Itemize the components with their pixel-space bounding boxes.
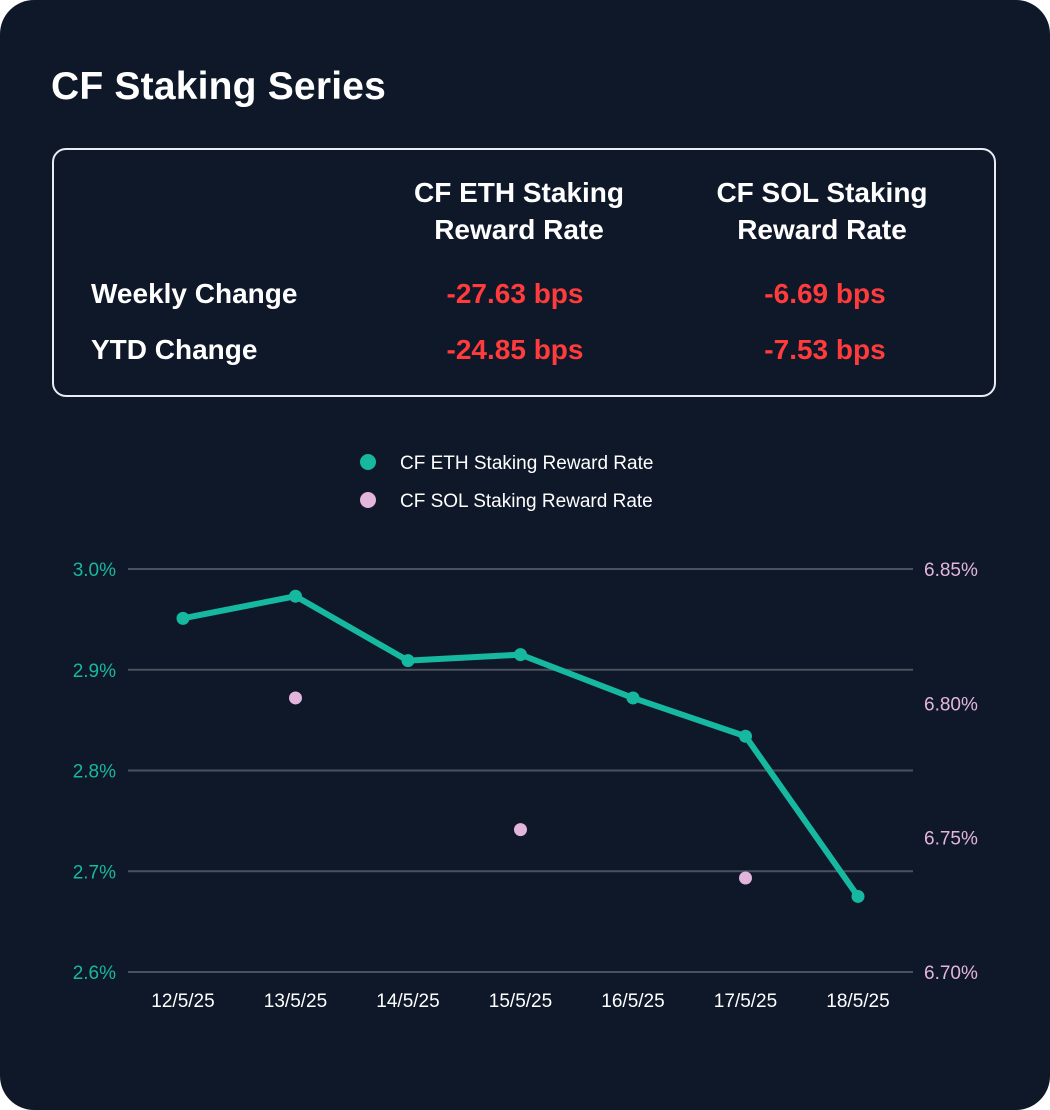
ytd-change-sol: -7.53 bps xyxy=(764,334,886,365)
eth-data-point xyxy=(851,889,865,903)
legend-label-eth: CF ETH Staking Reward Rate xyxy=(400,453,653,474)
x-axis-tick-label: 15/5/25 xyxy=(489,991,552,1012)
column-header-eth-line2: Reward Rate xyxy=(434,214,604,245)
weekly-change-eth: -27.63 bps xyxy=(446,278,584,309)
sol-data-point xyxy=(514,823,527,837)
eth-data-point xyxy=(514,648,527,662)
legend-label-sol: CF SOL Staking Reward Rate xyxy=(400,491,653,512)
right-axis-tick-label: 6.80% xyxy=(924,694,978,715)
column-header-sol-line2: Reward Rate xyxy=(737,214,907,245)
x-axis-tick-label: 12/5/25 xyxy=(151,991,214,1012)
x-axis-tick-label: 18/5/25 xyxy=(826,991,889,1012)
sol-data-point xyxy=(739,871,752,885)
eth-data-point xyxy=(626,691,640,705)
staking-line-chart: 3.0% 2.9% 2.8% 2.7% 2.6% 6.85% 6.80% 6.75% 6.70%… xyxy=(73,453,978,1012)
page-title: CF Staking Series xyxy=(51,65,387,108)
left-axis-tick-label: 3.0% xyxy=(73,560,116,581)
column-header-sol-line1: CF SOL Staking xyxy=(716,177,928,208)
legend-marker-eth xyxy=(360,454,376,470)
column-header-eth-line1: CF ETH Staking xyxy=(413,177,624,208)
x-axis-tick-label: 13/5/25 xyxy=(264,991,327,1012)
ytd-change-eth: -24.85 bps xyxy=(446,334,584,365)
x-axis-tick-label: 14/5/25 xyxy=(376,991,439,1012)
eth-data-point xyxy=(289,589,302,603)
row-label-weekly: Weekly Change xyxy=(91,278,298,309)
right-axis-tick-label: 6.85% xyxy=(924,560,978,581)
left-axis-tick-label: 2.7% xyxy=(73,862,116,883)
row-label-ytd: YTD Change xyxy=(91,334,258,365)
right-axis-tick-label: 6.75% xyxy=(924,829,978,850)
eth-data-point xyxy=(401,654,415,668)
sol-data-point xyxy=(289,691,302,705)
legend-marker-sol xyxy=(360,492,376,508)
x-axis-tick-label: 17/5/25 xyxy=(714,991,777,1012)
right-axis-tick-label: 6.70% xyxy=(924,963,978,984)
eth-data-point xyxy=(739,729,752,743)
eth-data-point xyxy=(176,611,190,625)
eth-series-line xyxy=(180,593,861,900)
summary-table: CF ETH Staking Reward Rate CF SOL Stakin… xyxy=(52,148,996,397)
column-header-eth: CF ETH Staking Reward Rate xyxy=(369,174,669,248)
left-axis-tick-label: 2.8% xyxy=(73,762,116,783)
left-axis-tick-label: 2.6% xyxy=(73,963,116,984)
column-header-sol: CF SOL Staking Reward Rate xyxy=(672,174,972,248)
weekly-change-sol: -6.69 bps xyxy=(764,278,886,309)
left-axis-tick-label: 2.9% xyxy=(73,661,116,682)
x-axis-tick-label: 16/5/25 xyxy=(601,991,664,1012)
